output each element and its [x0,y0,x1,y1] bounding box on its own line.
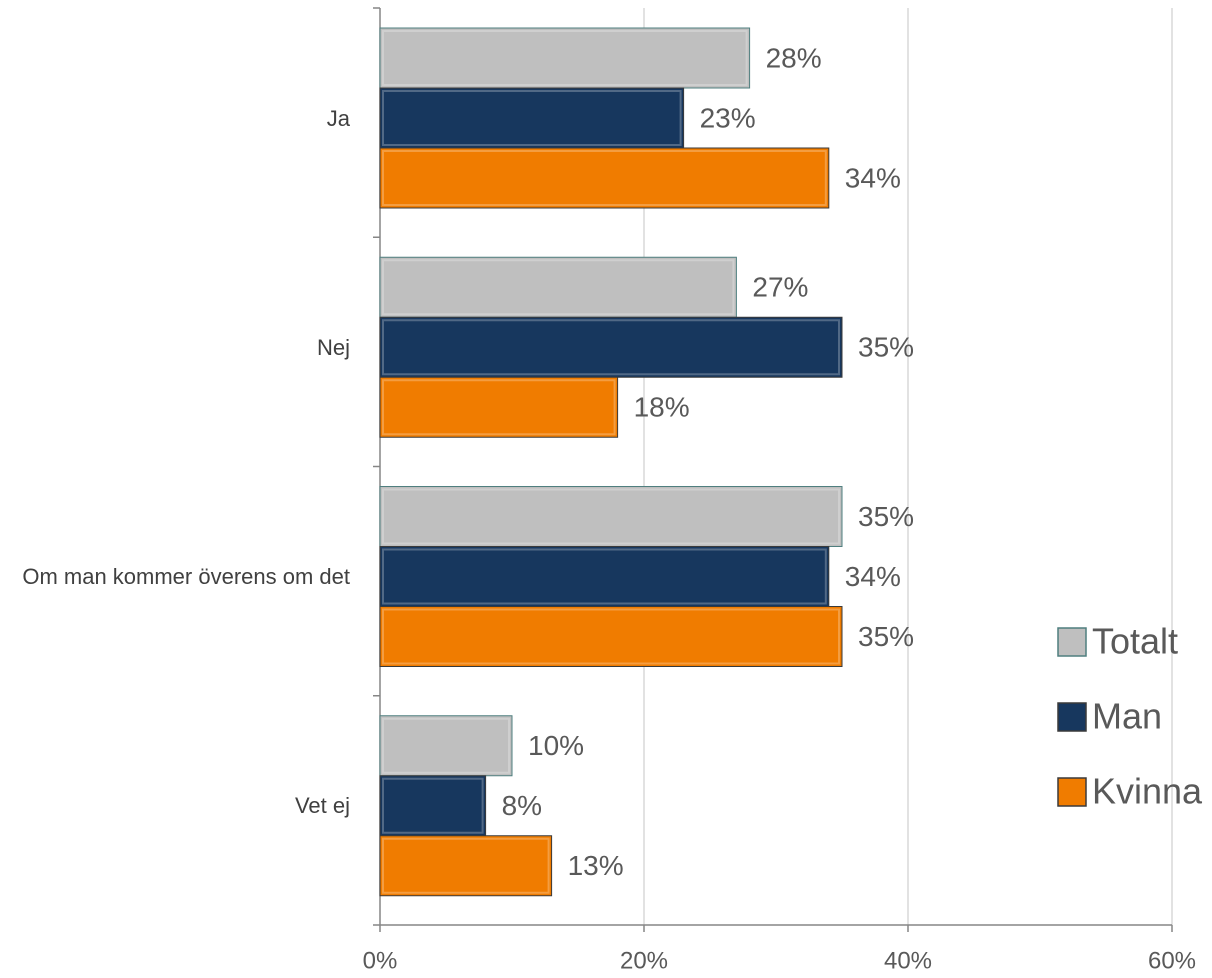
bar [379,486,843,547]
x-tick-label: 40% [884,947,932,974]
category-text: Nej [316,334,350,360]
bar-bevel [382,90,682,146]
category-text: Vet ej [294,793,350,819]
x-tick-label: 60% [1148,947,1196,974]
bar-bevel [382,30,748,86]
data-label: 13% [568,850,624,881]
bar [379,27,751,89]
data-label: 34% [845,162,901,193]
bar-bevel [382,259,735,316]
bar-bevel [382,379,616,436]
bar [379,546,830,607]
bar [379,256,737,318]
bar [379,715,513,777]
bar-bevel [382,319,840,376]
category-label: Ja [5,104,350,134]
legend-swatch [1057,627,1087,657]
bar [379,775,487,837]
bar [379,606,843,667]
bar [379,835,553,897]
bar-bevel [382,150,827,206]
bar [379,316,843,378]
category-label: Vet ej [5,791,350,821]
legend-swatch [1057,777,1087,807]
category-text: Ja [326,105,350,131]
bar-bevel [382,548,827,605]
bar-bevel [382,488,840,545]
legend-label: Kvinna [1092,771,1203,812]
category-label: Nej [5,333,350,363]
data-label: 28% [766,42,822,73]
data-label: 35% [858,621,914,652]
data-label: 8% [502,790,542,821]
bar-bevel [382,717,510,774]
data-label: 34% [845,561,901,592]
x-tick-label: 0% [363,947,398,974]
bar-bevel [382,608,840,665]
legend-label: Totalt [1092,621,1178,662]
bar [379,147,830,209]
x-tick-label: 20% [620,947,668,974]
bar [379,87,685,149]
bar-bevel [382,777,484,834]
legend-swatch [1057,702,1087,732]
data-label: 23% [700,102,756,133]
bar-bevel [382,837,550,894]
data-label: 18% [634,392,690,423]
legend-label: Man [1092,696,1162,737]
bar [379,376,619,438]
data-label: 35% [858,501,914,532]
category-text: Om man kommer överens om det [22,564,350,590]
category-label: Om man kommer överens om det [5,562,350,592]
data-label: 10% [528,730,584,761]
data-label: 35% [858,332,914,363]
data-label: 27% [752,272,808,303]
